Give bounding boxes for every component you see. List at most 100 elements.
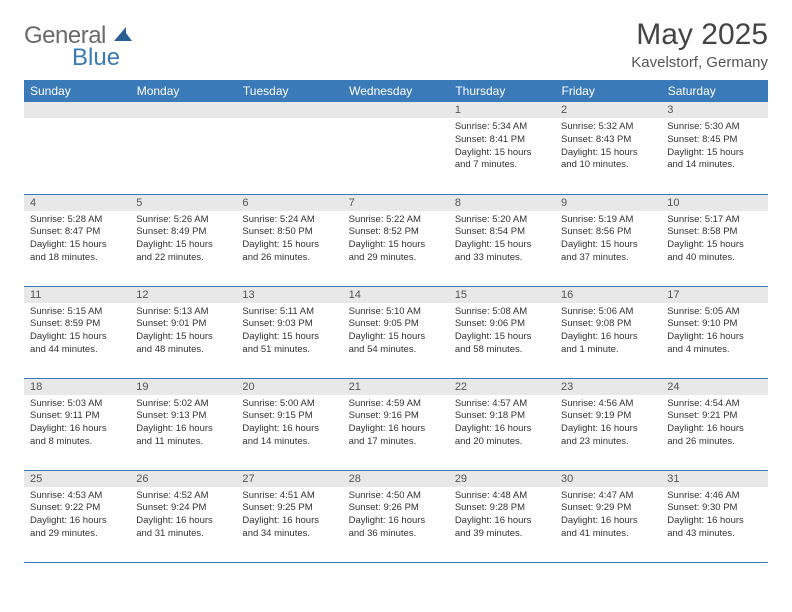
calendar-cell: 21Sunrise: 4:59 AMSunset: 9:16 PMDayligh… — [343, 378, 449, 470]
sunrise-line: Sunrise: 5:08 AM — [455, 306, 549, 319]
daylight-line-1: Daylight: 15 hours — [30, 331, 124, 344]
day-number: 26 — [130, 471, 236, 487]
daylight-line-2: and 58 minutes. — [455, 344, 549, 357]
day-body: Sunrise: 4:53 AMSunset: 9:22 PMDaylight:… — [24, 487, 130, 545]
calendar-cell: 7Sunrise: 5:22 AMSunset: 8:52 PMDaylight… — [343, 194, 449, 286]
sunrise-line: Sunrise: 4:57 AM — [455, 398, 549, 411]
daylight-line-1: Daylight: 15 hours — [455, 331, 549, 344]
day-number: 20 — [236, 379, 342, 395]
day-body: Sunrise: 5:28 AMSunset: 8:47 PMDaylight:… — [24, 211, 130, 269]
day-body: Sunrise: 5:08 AMSunset: 9:06 PMDaylight:… — [449, 303, 555, 361]
day-number — [343, 102, 449, 118]
brand-logo: General Blue — [24, 18, 134, 72]
daylight-line-2: and 4 minutes. — [667, 344, 761, 357]
day-body: Sunrise: 5:24 AMSunset: 8:50 PMDaylight:… — [236, 211, 342, 269]
sunrise-line: Sunrise: 4:50 AM — [349, 490, 443, 503]
weekday-header: Saturday — [661, 80, 767, 102]
daylight-line-2: and 29 minutes. — [349, 252, 443, 265]
day-body: Sunrise: 5:22 AMSunset: 8:52 PMDaylight:… — [343, 211, 449, 269]
day-number: 13 — [236, 287, 342, 303]
sunset-line: Sunset: 9:24 PM — [136, 502, 230, 515]
daylight-line-1: Daylight: 16 hours — [455, 515, 549, 528]
day-number — [236, 102, 342, 118]
day-number: 18 — [24, 379, 130, 395]
calendar-cell: 19Sunrise: 5:02 AMSunset: 9:13 PMDayligh… — [130, 378, 236, 470]
calendar-cell: 8Sunrise: 5:20 AMSunset: 8:54 PMDaylight… — [449, 194, 555, 286]
calendar-cell: 24Sunrise: 4:54 AMSunset: 9:21 PMDayligh… — [661, 378, 767, 470]
day-body: Sunrise: 5:00 AMSunset: 9:15 PMDaylight:… — [236, 395, 342, 453]
calendar-cell: 11Sunrise: 5:15 AMSunset: 8:59 PMDayligh… — [24, 286, 130, 378]
sunset-line: Sunset: 9:25 PM — [242, 502, 336, 515]
daylight-line-2: and 48 minutes. — [136, 344, 230, 357]
daylight-line-2: and 14 minutes. — [242, 436, 336, 449]
calendar-row: 1Sunrise: 5:34 AMSunset: 8:41 PMDaylight… — [24, 102, 768, 194]
brand-word-blue: Blue — [72, 44, 120, 71]
daylight-line-1: Daylight: 15 hours — [455, 239, 549, 252]
daylight-line-1: Daylight: 15 hours — [667, 239, 761, 252]
calendar-cell: 18Sunrise: 5:03 AMSunset: 9:11 PMDayligh… — [24, 378, 130, 470]
day-number: 16 — [555, 287, 661, 303]
daylight-line-2: and 7 minutes. — [455, 159, 549, 172]
calendar-row: 25Sunrise: 4:53 AMSunset: 9:22 PMDayligh… — [24, 470, 768, 562]
sunrise-line: Sunrise: 5:02 AM — [136, 398, 230, 411]
sunset-line: Sunset: 8:49 PM — [136, 226, 230, 239]
daylight-line-1: Daylight: 15 hours — [349, 239, 443, 252]
day-body: Sunrise: 5:15 AMSunset: 8:59 PMDaylight:… — [24, 303, 130, 361]
sunrise-line: Sunrise: 5:15 AM — [30, 306, 124, 319]
day-body: Sunrise: 5:34 AMSunset: 8:41 PMDaylight:… — [449, 118, 555, 176]
sunrise-line: Sunrise: 4:53 AM — [30, 490, 124, 503]
daylight-line-1: Daylight: 15 hours — [242, 239, 336, 252]
sunset-line: Sunset: 8:59 PM — [30, 318, 124, 331]
daylight-line-2: and 44 minutes. — [30, 344, 124, 357]
daylight-line-2: and 29 minutes. — [30, 528, 124, 541]
sunset-line: Sunset: 9:10 PM — [667, 318, 761, 331]
sunset-line: Sunset: 9:28 PM — [455, 502, 549, 515]
day-number: 28 — [343, 471, 449, 487]
daylight-line-2: and 36 minutes. — [349, 528, 443, 541]
calendar-cell: 9Sunrise: 5:19 AMSunset: 8:56 PMDaylight… — [555, 194, 661, 286]
day-body: Sunrise: 5:02 AMSunset: 9:13 PMDaylight:… — [130, 395, 236, 453]
daylight-line-2: and 20 minutes. — [455, 436, 549, 449]
daylight-line-1: Daylight: 16 hours — [242, 515, 336, 528]
sunrise-line: Sunrise: 5:05 AM — [667, 306, 761, 319]
sunrise-line: Sunrise: 4:46 AM — [667, 490, 761, 503]
sunset-line: Sunset: 8:50 PM — [242, 226, 336, 239]
title-block: May 2025 Kavelstorf, Germany — [631, 18, 768, 71]
sunrise-line: Sunrise: 4:47 AM — [561, 490, 655, 503]
daylight-line-2: and 43 minutes. — [667, 528, 761, 541]
sunset-line: Sunset: 9:06 PM — [455, 318, 549, 331]
day-body: Sunrise: 4:46 AMSunset: 9:30 PMDaylight:… — [661, 487, 767, 545]
daylight-line-1: Daylight: 16 hours — [30, 423, 124, 436]
calendar-cell: 31Sunrise: 4:46 AMSunset: 9:30 PMDayligh… — [661, 470, 767, 562]
calendar-cell: 29Sunrise: 4:48 AMSunset: 9:28 PMDayligh… — [449, 470, 555, 562]
day-body: Sunrise: 5:10 AMSunset: 9:05 PMDaylight:… — [343, 303, 449, 361]
calendar-cell: 5Sunrise: 5:26 AMSunset: 8:49 PMDaylight… — [130, 194, 236, 286]
day-number: 6 — [236, 195, 342, 211]
sunset-line: Sunset: 8:56 PM — [561, 226, 655, 239]
day-body: Sunrise: 4:48 AMSunset: 9:28 PMDaylight:… — [449, 487, 555, 545]
page-header: General Blue May 2025 Kavelstorf, German… — [24, 18, 768, 72]
sunrise-line: Sunrise: 5:24 AM — [242, 214, 336, 227]
day-number: 2 — [555, 102, 661, 118]
daylight-line-1: Daylight: 16 hours — [349, 515, 443, 528]
daylight-line-2: and 41 minutes. — [561, 528, 655, 541]
day-number: 17 — [661, 287, 767, 303]
daylight-line-2: and 31 minutes. — [136, 528, 230, 541]
day-number: 11 — [24, 287, 130, 303]
calendar-row: 11Sunrise: 5:15 AMSunset: 8:59 PMDayligh… — [24, 286, 768, 378]
daylight-line-2: and 37 minutes. — [561, 252, 655, 265]
day-number: 7 — [343, 195, 449, 211]
daylight-line-1: Daylight: 15 hours — [667, 147, 761, 160]
page-title: May 2025 — [631, 18, 768, 52]
sunrise-line: Sunrise: 5:03 AM — [30, 398, 124, 411]
calendar-cell: 14Sunrise: 5:10 AMSunset: 9:05 PMDayligh… — [343, 286, 449, 378]
daylight-line-1: Daylight: 16 hours — [455, 423, 549, 436]
sunset-line: Sunset: 9:08 PM — [561, 318, 655, 331]
daylight-line-2: and 54 minutes. — [349, 344, 443, 357]
day-body: Sunrise: 4:50 AMSunset: 9:26 PMDaylight:… — [343, 487, 449, 545]
day-number: 3 — [661, 102, 767, 118]
day-number: 19 — [130, 379, 236, 395]
daylight-line-2: and 18 minutes. — [30, 252, 124, 265]
daylight-line-2: and 23 minutes. — [561, 436, 655, 449]
sunrise-line: Sunrise: 5:20 AM — [455, 214, 549, 227]
